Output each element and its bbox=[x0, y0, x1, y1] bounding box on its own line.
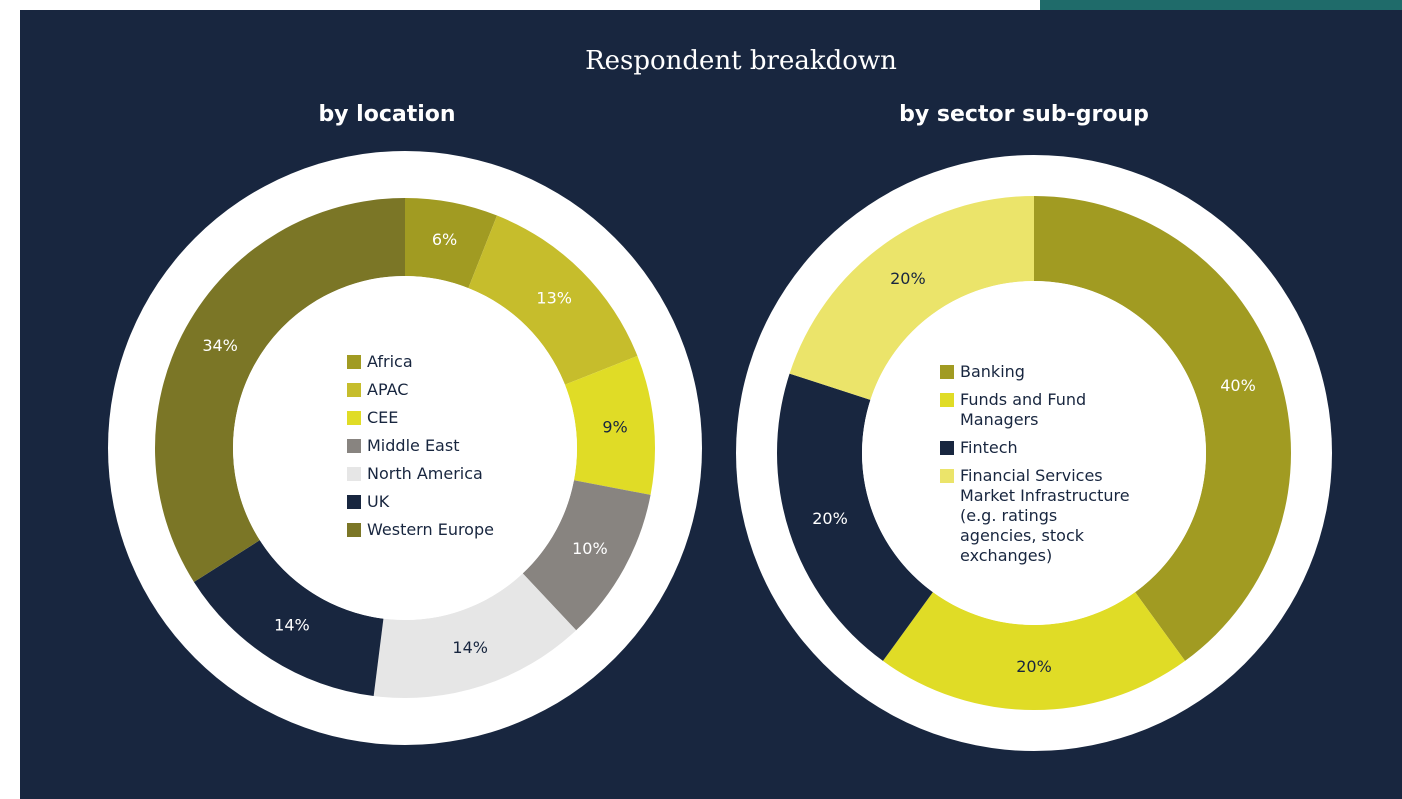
legend-item: North America bbox=[347, 464, 494, 484]
legend-swatch bbox=[940, 393, 954, 407]
legend-label: Funds and Fund Managers bbox=[960, 390, 1130, 430]
page: Respondent breakdown by location 6% 13% 9% 1… bbox=[0, 0, 1402, 799]
legend-swatch bbox=[347, 439, 361, 453]
value-label: 14% bbox=[452, 638, 488, 657]
legend-label: Fintech bbox=[960, 438, 1018, 458]
legend-item: CEE bbox=[347, 408, 494, 428]
value-label: 34% bbox=[202, 336, 238, 355]
legend-item: APAC bbox=[347, 380, 494, 400]
value-label: 10% bbox=[572, 539, 608, 558]
legend-label: Western Europe bbox=[367, 520, 494, 540]
value-label: 20% bbox=[812, 509, 848, 528]
chart-subtitle: by sector sub-group bbox=[899, 102, 1149, 127]
legend-swatch bbox=[347, 355, 361, 369]
legend-swatch bbox=[347, 467, 361, 481]
chart-title: Respondent breakdown bbox=[585, 46, 897, 76]
legend: Africa APAC CEE Middle East North America UK W… bbox=[347, 352, 494, 548]
legend-label: UK bbox=[367, 492, 389, 512]
legend-swatch bbox=[347, 523, 361, 537]
chart-subtitle: by location bbox=[318, 102, 455, 127]
value-label: 40% bbox=[1220, 376, 1256, 395]
legend-item: Financial Services Market Infrastructure… bbox=[940, 466, 1130, 566]
legend-swatch bbox=[940, 441, 954, 455]
legend-item: Western Europe bbox=[347, 520, 494, 540]
legend-label: Middle East bbox=[367, 436, 459, 456]
legend-item: Banking bbox=[940, 362, 1130, 382]
legend-swatch bbox=[347, 495, 361, 509]
legend-item: UK bbox=[347, 492, 494, 512]
legend-swatch bbox=[940, 469, 954, 483]
legend-item: Middle East bbox=[347, 436, 494, 456]
legend-item: Africa bbox=[347, 352, 494, 372]
legend-label: Africa bbox=[367, 352, 413, 372]
legend-swatch bbox=[347, 383, 361, 397]
value-label: 20% bbox=[890, 269, 926, 288]
legend-label: North America bbox=[367, 464, 483, 484]
legend-label: CEE bbox=[367, 408, 398, 428]
legend-item: Fintech bbox=[940, 438, 1130, 458]
value-label: 14% bbox=[274, 616, 310, 635]
value-label: 13% bbox=[536, 288, 572, 307]
legend-item: Funds and Fund Managers bbox=[940, 390, 1130, 430]
legend-label: APAC bbox=[367, 380, 408, 400]
value-label: 20% bbox=[1016, 657, 1052, 676]
legend-label: Financial Services Market Infrastructure… bbox=[960, 466, 1130, 566]
legend-label: Banking bbox=[960, 362, 1025, 382]
value-label: 6% bbox=[432, 230, 457, 249]
legend-swatch bbox=[347, 411, 361, 425]
value-label: 9% bbox=[602, 418, 627, 437]
legend: Banking Funds and Fund Managers Fintech Fin… bbox=[940, 362, 1130, 574]
legend-swatch bbox=[940, 365, 954, 379]
chart: Respondent breakdown by location 6% 13% 9% 1… bbox=[0, 0, 1402, 799]
